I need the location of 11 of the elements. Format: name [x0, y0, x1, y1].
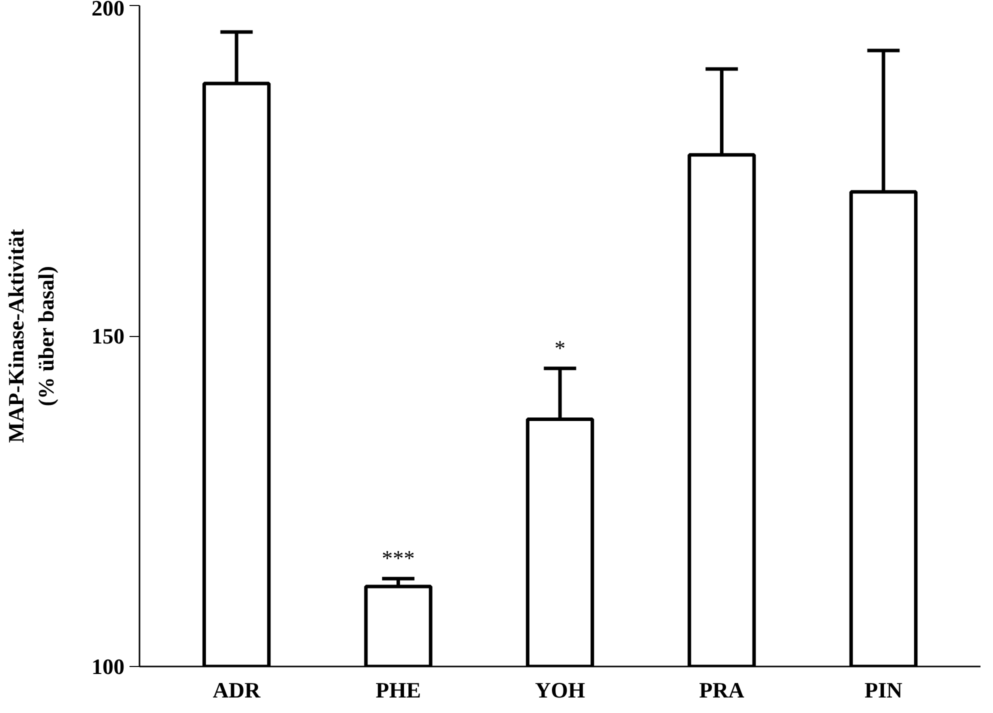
- x-tick-label: PHE: [376, 678, 421, 702]
- y-axis-title: MAP-Kinase-Aktivität (% über basal): [4, 228, 58, 443]
- x-tick-label: PRA: [699, 678, 744, 702]
- x-tick-label: YOH: [534, 678, 586, 702]
- y-tick-label: 150: [92, 324, 124, 348]
- y-tick-label: 100: [92, 654, 124, 679]
- annotation: *: [554, 335, 566, 360]
- x-tick-label: PIN: [864, 678, 903, 702]
- x-tick-label: ADR: [212, 678, 262, 702]
- y-tick-label: 200: [92, 0, 124, 20]
- annotation: ***: [382, 546, 415, 571]
